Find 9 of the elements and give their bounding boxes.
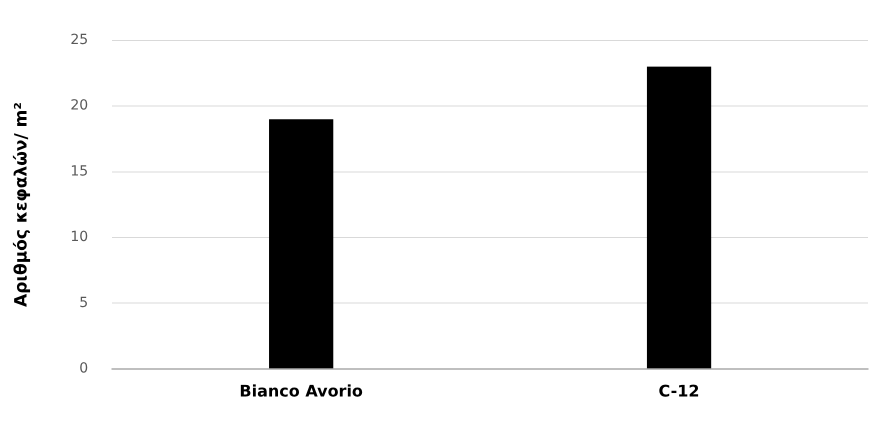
y-tick-label: 0 bbox=[79, 360, 88, 376]
y-tick-label: 5 bbox=[79, 294, 88, 311]
y-tick-label: 10 bbox=[70, 229, 88, 246]
y-tick-label: 25 bbox=[70, 32, 88, 48]
x-tick-label: Bianco Avorio bbox=[239, 382, 363, 401]
y-tick-label: 15 bbox=[70, 163, 88, 180]
y-axis-title: Αριθμός κεφαλών/ m² bbox=[12, 102, 32, 307]
x-tick-label: C-12 bbox=[658, 382, 700, 401]
y-tick-label: 20 bbox=[70, 98, 88, 114]
